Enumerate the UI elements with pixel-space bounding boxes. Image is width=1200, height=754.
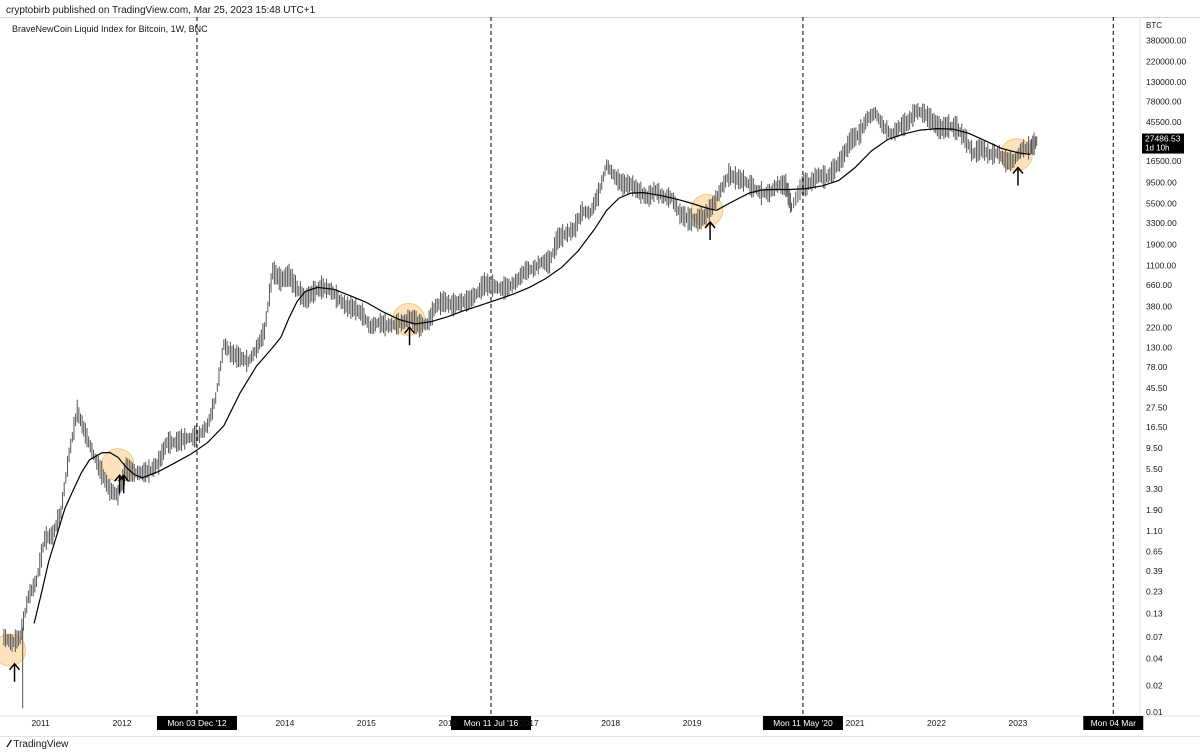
time-tick-label: 2016 [438,718,457,728]
price-tick-label: 0.65 [1146,546,1163,556]
price-tick-label: 0.04 [1146,654,1163,664]
chart-frame [0,17,1200,737]
up-arrow-head [1012,166,1024,174]
price-tick-label: 0.02 [1146,680,1163,690]
time-tick-label: 2012 [113,718,132,728]
price-tick-label: 1900.00 [1146,239,1177,249]
bottom-highlight-circle [690,193,724,227]
halving-date-badge [1083,716,1144,730]
price-tick-label: 45500.00 [1146,117,1182,127]
price-tick-label: 5.50 [1146,464,1163,474]
tradingview-logo-icon: ⁄⁄ [8,739,11,750]
price-tick-label: 380000.00 [1146,36,1186,46]
price-tick-label: 130000.00 [1146,77,1186,87]
price-tick-label: 0.13 [1146,608,1163,618]
halving-date-badge [156,716,237,730]
price-tick-label: 1.10 [1146,526,1163,536]
time-tick-label: 2019 [683,718,702,728]
bottom-highlight-circle [999,138,1033,172]
up-arrow-head [8,662,21,671]
price-tick-label: 16.50 [1146,422,1168,432]
price-tick-label: 1100.00 [1146,260,1176,270]
time-tick-label: 2014 [275,718,294,728]
price-tick-label: 78000.00 [1146,96,1182,106]
last-price-value: 27486.53 [1145,134,1181,144]
price-tick-label: 0.01 [1146,707,1163,717]
price-tick-label: 16500.00 [1146,156,1182,166]
price-tick-label: 220000.00 [1146,57,1186,67]
price-tick-label: 3.30 [1146,484,1163,494]
halving-date-label: Mon 04 Mar [1091,718,1137,728]
price-tick-label: 1.90 [1146,505,1163,515]
price-tick-label: 660.00 [1146,280,1172,290]
last-price-badge[interactable] [1142,133,1184,154]
time-tick-label: 2021 [846,718,865,728]
publish-header: cryptobirb published on TradingView.com,… [0,0,1200,20]
publisher-info: cryptobirb published on TradingView.com,… [6,5,316,16]
tradingview-brand[interactable]: ⁄⁄ TradingView [8,739,68,750]
time-tick-label: 2015 [357,718,376,728]
halving-date-badge [762,716,843,730]
price-tick-label: 220.00 [1146,322,1172,332]
bottom-highlight-circle [392,302,426,336]
price-tick-label: 5500.00 [1146,198,1177,208]
halving-date-label: Mon 11 May '20 [773,718,833,728]
price-tick-label: 130.00 [1146,343,1172,353]
bottom-highlight-circle [0,633,27,667]
time-tick-label: 2023 [1009,718,1028,728]
time-tick-label: 2022 [927,718,946,728]
price-tick-label: 45.50 [1146,383,1168,393]
time-tick-label: 2011 [31,718,50,728]
up-arrow-head [403,326,416,334]
bar-countdown: 1d 10h [1145,144,1169,153]
footer: ⁄⁄ TradingView [0,736,1200,754]
price-tick-label: 3300.00 [1146,218,1177,228]
up-arrow-head [704,220,716,229]
price-tick-label: 9.50 [1146,443,1163,453]
price-tick-label: 9500.00 [1146,177,1177,187]
price-tick-label: 78.00 [1146,362,1168,372]
time-tick-label: 2018 [601,718,620,728]
price-tick-label: 0.07 [1146,632,1163,642]
price-tick-label: 27.50 [1146,402,1168,412]
price-axis-currency: BTC [1146,21,1162,30]
price-tick-label: 0.23 [1146,586,1163,596]
up-arrow-head [118,474,130,482]
brand-name: TradingView [13,739,69,750]
halving-date-badge [450,716,531,730]
time-tick-label: 2017 [520,718,539,728]
price-tick-label: 0.39 [1146,566,1163,576]
series-title: BraveNewCoin Liquid Index for Bitcoin, 1… [12,24,208,34]
price-tick-label: 380.00 [1146,301,1172,311]
halving-date-label: Mon 11 Jul '16 [464,718,519,728]
moving-average-line [33,127,1031,624]
halving-date-label: Mon 03 Dec '12 [167,718,227,728]
